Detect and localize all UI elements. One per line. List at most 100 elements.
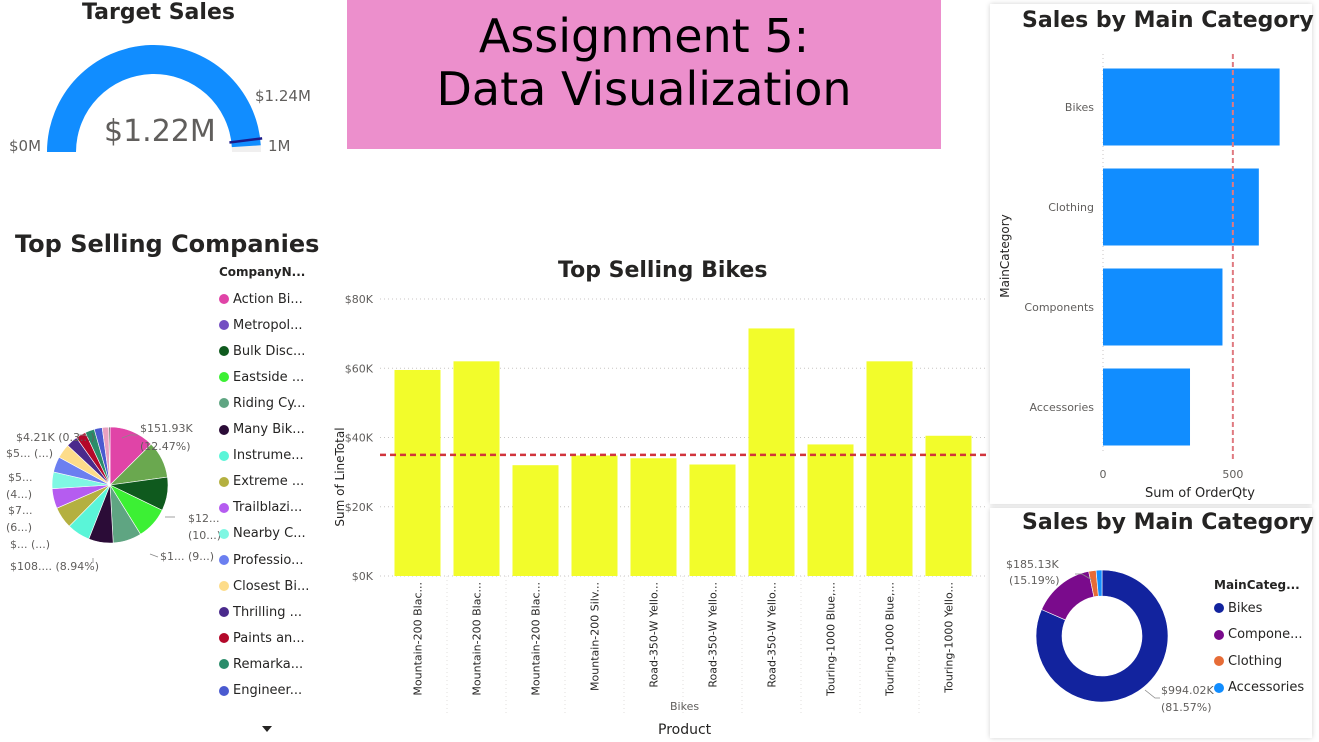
bar[interactable] xyxy=(689,464,736,576)
gauge-title: Target Sales xyxy=(82,0,235,25)
bar[interactable] xyxy=(866,361,913,576)
bar[interactable] xyxy=(630,458,677,576)
legend-label: Instrume... xyxy=(233,448,304,464)
donut-label-bottom-value: $994.02K xyxy=(1161,684,1214,697)
bar[interactable] xyxy=(925,435,972,576)
donut-slice[interactable] xyxy=(1035,569,1169,703)
bar[interactable] xyxy=(571,455,618,576)
legend-item[interactable]: Closest Bi... xyxy=(219,576,309,596)
legend-item[interactable]: Paints an... xyxy=(219,628,305,648)
gauge-fill xyxy=(47,45,261,152)
legend-swatch xyxy=(219,607,229,618)
legend-item[interactable]: Bulk Disc... xyxy=(219,341,305,361)
gauge-max: 1M xyxy=(268,137,291,155)
legend-swatch xyxy=(219,581,229,592)
legend-swatch xyxy=(219,659,229,670)
x-tick-label: Road-350-W Yello... xyxy=(648,582,661,688)
pie-label-top-value: $151.93K xyxy=(140,422,193,435)
legend-item[interactable]: Riding Cy... xyxy=(219,393,305,413)
bar[interactable] xyxy=(748,328,795,576)
y-tick-label: Components xyxy=(1024,301,1094,314)
donut-label-top-value: $185.13K xyxy=(1006,558,1059,571)
pie-label-l5: $4.21K (0.3...) xyxy=(16,431,95,444)
legend-item[interactable]: Engineer... xyxy=(219,681,302,701)
donut-slice[interactable] xyxy=(1095,569,1103,597)
legend-swatch xyxy=(1214,629,1224,640)
legend-label: Closest Bi... xyxy=(233,578,310,594)
bikes-visual[interactable]: Top Selling Bikes $0K $20K $40K $60K $80K Mou… xyxy=(318,255,990,742)
companies-visual[interactable]: Top Selling Companies $151.93K (12.47%) … xyxy=(0,225,330,742)
pie-label-l3a: $5... xyxy=(8,471,33,484)
bar[interactable] xyxy=(1103,68,1280,146)
category-donut-chart[interactable] xyxy=(990,538,1205,738)
legend-label: Engineer... xyxy=(233,683,303,698)
bar[interactable] xyxy=(1103,268,1223,346)
bar[interactable] xyxy=(807,444,854,576)
legend-item[interactable]: Clothing xyxy=(1214,651,1282,671)
legend-item[interactable]: Trailblazi... xyxy=(219,498,302,518)
x-tick-label: Road-350-W Yello... xyxy=(766,582,779,688)
legend-swatch xyxy=(219,633,229,644)
legend-item[interactable]: Accessories xyxy=(1214,678,1304,698)
legend-item[interactable]: Action Bi... xyxy=(219,289,303,309)
legend-item[interactable]: Remarka... xyxy=(219,654,303,674)
legend-item[interactable]: Instrume... xyxy=(219,446,304,466)
pie-label-top-pct: (12.47%) xyxy=(140,440,191,453)
x-tick-label: Touring-1000 Blue,... xyxy=(884,582,897,697)
legend-label: Many Bik... xyxy=(233,422,305,437)
pie-label-r1b: (10...) xyxy=(188,529,222,542)
category-donut-visual[interactable]: Sales by Main Category $185.13K (15.19%)… xyxy=(990,508,1314,738)
pie-label-r2: $1... (9...) xyxy=(160,550,215,563)
bar[interactable] xyxy=(394,369,441,576)
legend-label: Eastside ... xyxy=(233,369,305,385)
bar[interactable] xyxy=(1103,168,1259,246)
companies-pie[interactable] xyxy=(0,365,215,725)
legend-item[interactable]: Compone... xyxy=(1214,625,1303,645)
legend-scroll-down-icon[interactable] xyxy=(262,726,272,732)
y-tick-label: $80K xyxy=(345,293,374,306)
bikes-ylabel: Sum of LineTotal xyxy=(333,427,347,527)
legend-item[interactable]: Eastside ... xyxy=(219,367,304,387)
pie-label-l2a: $7... xyxy=(8,504,33,517)
legend-label: Nearby C... xyxy=(233,526,306,542)
x-tick-label: 500 xyxy=(1222,468,1243,481)
gauge-chart xyxy=(47,45,263,152)
bar[interactable] xyxy=(453,361,500,576)
legend-swatch xyxy=(219,294,229,304)
legend-item[interactable]: Many Bik... xyxy=(219,420,305,440)
legend-label: Accessories xyxy=(1228,680,1305,695)
legend-swatch xyxy=(219,398,229,409)
companies-title: Top Selling Companies xyxy=(15,230,320,258)
legend-item[interactable]: Extreme ... xyxy=(219,472,304,492)
y-tick-label: Clothing xyxy=(1048,201,1094,214)
gauge-target: $1.24M xyxy=(255,87,311,105)
pie-slice[interactable] xyxy=(108,426,111,486)
category-bar-visual[interactable]: Sales by Main Category 0 500 Bikes Clothing… xyxy=(990,4,1314,504)
legend-item[interactable]: Professio... xyxy=(219,550,303,570)
legend-swatch xyxy=(219,424,229,435)
legend-label: Compone... xyxy=(1228,627,1303,642)
legend-item[interactable]: Bikes xyxy=(1214,598,1262,618)
bar[interactable] xyxy=(512,465,559,576)
bikes-chart[interactable]: $0K $20K $40K $60K $80K Mountain-200 Blac... M… xyxy=(318,255,990,742)
legend-item[interactable]: Metropol... xyxy=(219,315,303,335)
donut-label-top-pct: (15.19%) xyxy=(1009,574,1060,587)
y-tick-label: $20K xyxy=(345,501,374,514)
legend-swatch xyxy=(1214,603,1224,613)
banner-line-2: Data Visualization xyxy=(436,62,852,116)
gauge-target-marker xyxy=(229,137,263,144)
gauge-visual[interactable]: Target Sales $1.22M $0M 1M $1.24M xyxy=(0,0,330,165)
companies-legend[interactable]: CompanyN... Action Bi... Metropol... Bulk … xyxy=(219,265,324,705)
legend-swatch xyxy=(219,685,229,696)
bikes-xlabel: Product xyxy=(658,722,712,738)
bar[interactable] xyxy=(1103,368,1191,446)
category-bar-chart[interactable]: 0 500 Bikes Clothing Components Accessories xyxy=(990,4,1312,504)
legend-label: Bulk Disc... xyxy=(233,343,306,359)
legend-label: Extreme ... xyxy=(233,474,305,490)
legend-item[interactable]: Nearby C... xyxy=(219,524,306,544)
x-tick-label: Mountain-200 Silv... xyxy=(589,582,602,691)
legend-swatch xyxy=(219,476,229,487)
donut-legend[interactable]: MainCateg... Bikes Compone... Clothing Acce… xyxy=(1214,578,1310,698)
legend-swatch xyxy=(219,450,229,461)
legend-item[interactable]: Thrilling ... xyxy=(219,602,302,622)
